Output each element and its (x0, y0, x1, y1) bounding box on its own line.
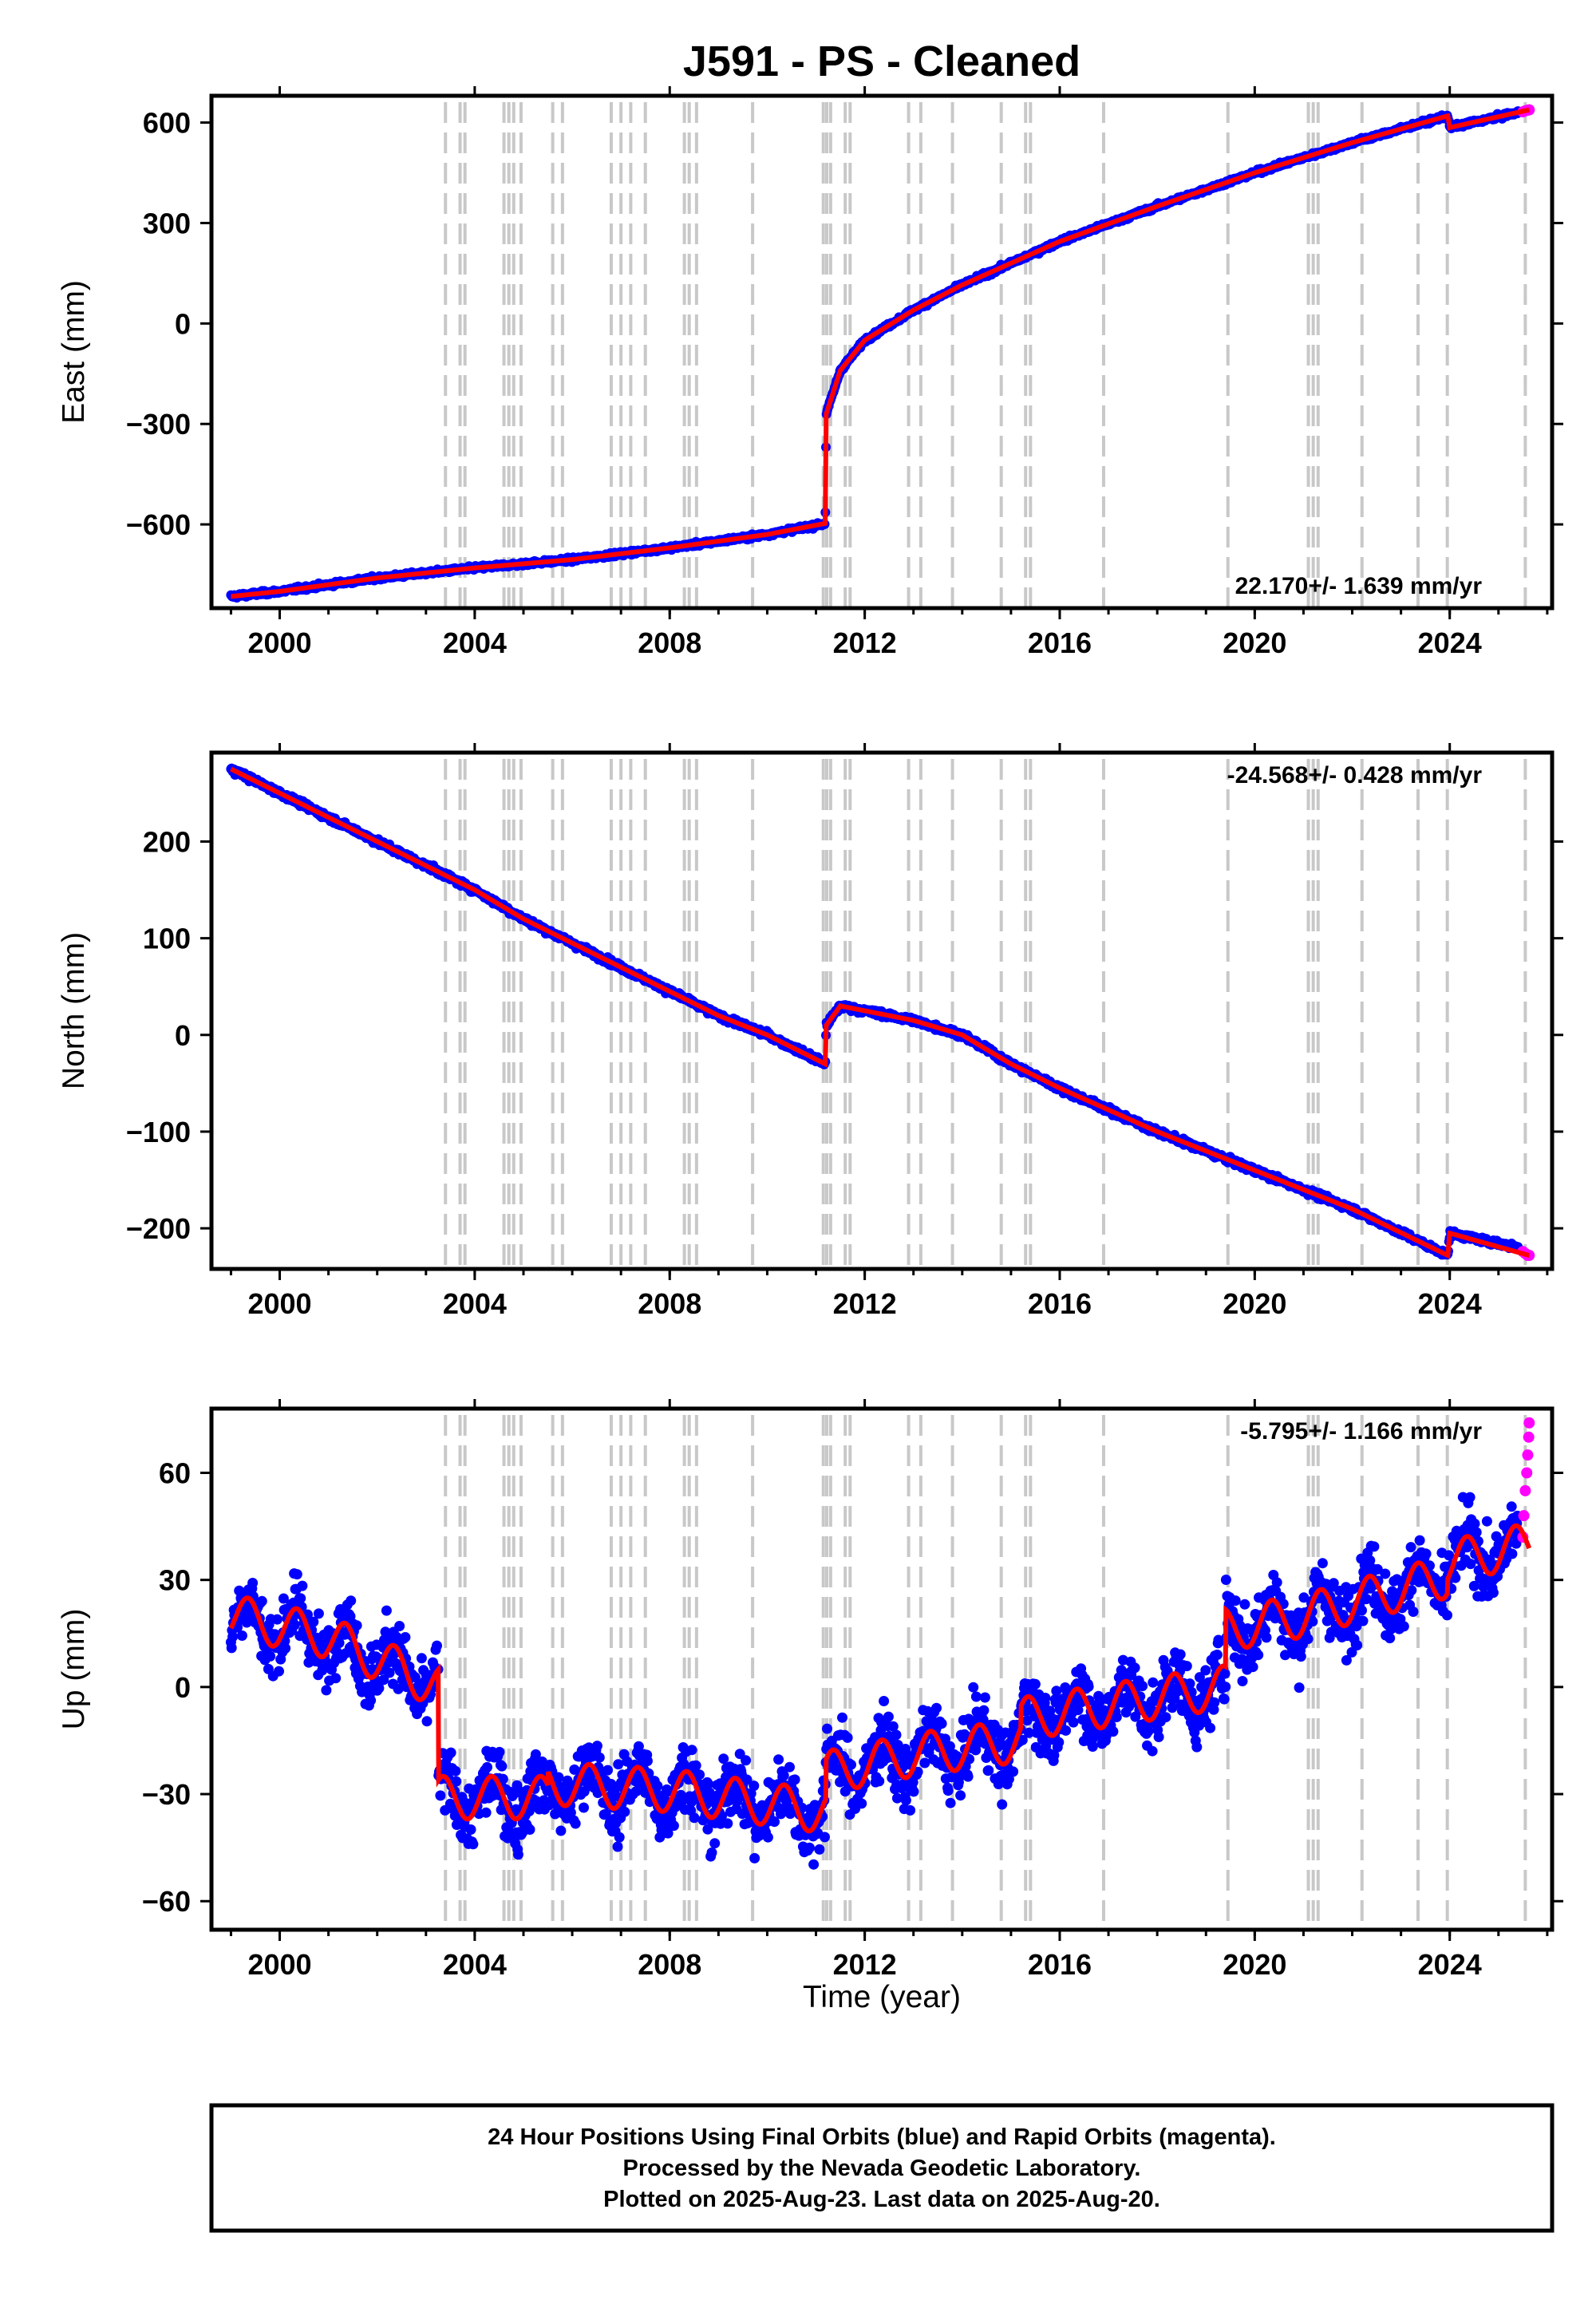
y-tick-label: 100 (143, 923, 191, 955)
final-orbit-point (280, 1642, 291, 1654)
final-orbit-point (313, 1608, 324, 1619)
x-tick-label: 2004 (443, 1287, 507, 1320)
final-orbit-point (271, 1614, 282, 1625)
y-tick-label: 600 (143, 107, 191, 140)
final-orbit-point (394, 1621, 405, 1631)
final-orbit-point (265, 1650, 276, 1662)
figure-title: J591 - PS - Cleaned (683, 38, 1080, 85)
x-tick-label: 2024 (1418, 1287, 1482, 1320)
event-lines (444, 1415, 1527, 1930)
final-orbit-point (381, 1605, 392, 1616)
rate-annotation: 22.170+/- 1.639 mm/yr (1235, 573, 1483, 599)
plot-frame (209, 93, 1555, 611)
final-orbit-point (247, 1578, 259, 1588)
y-tick-label: 300 (143, 207, 191, 239)
y-tick-label: −200 (126, 1212, 191, 1245)
final-orbit-point (351, 1620, 362, 1631)
data-points (226, 104, 1535, 603)
x-tick-label: 2012 (833, 626, 897, 659)
x-tick-label: 2012 (833, 1287, 897, 1320)
final-orbit-point (236, 1630, 247, 1641)
y-tick-label: −600 (126, 508, 191, 541)
final-orbit-point (330, 1673, 342, 1684)
final-orbit-point (416, 1653, 427, 1664)
y-tick-label: 0 (175, 307, 191, 340)
data-points (225, 1417, 1535, 1870)
y-tick-label: −100 (126, 1116, 191, 1148)
model-line (231, 107, 1531, 599)
x-tick-label: 2000 (247, 626, 311, 659)
x-tick-label: 2024 (1418, 626, 1482, 659)
final-orbit-point (289, 1619, 300, 1630)
final-orbit-point (346, 1595, 357, 1607)
x-tick-label: 2008 (638, 1287, 701, 1320)
final-orbit-point (365, 1695, 377, 1706)
x-tick-label: 2020 (1223, 1287, 1286, 1320)
rate-annotation: -24.568+/- 0.428 mm/yr (1227, 762, 1483, 788)
event-lines (444, 759, 1527, 1269)
x-tick-label: 2008 (638, 626, 701, 659)
final-orbit-point (291, 1569, 302, 1580)
x-tick-label: 2000 (247, 1287, 311, 1320)
x-tick-label: 2016 (1028, 1287, 1092, 1320)
y-axis-label: East (mm) (57, 280, 91, 424)
final-orbit-point (226, 1642, 237, 1654)
event-lines (444, 102, 1527, 608)
x-tick-label: 2016 (1028, 626, 1092, 659)
x-tick-label: 2004 (443, 626, 507, 659)
final-orbit-point (256, 1595, 267, 1607)
final-orbit-point (274, 1666, 284, 1677)
final-orbit-point (297, 1580, 308, 1591)
final-orbit-point (400, 1632, 411, 1642)
y-tick-label: 200 (143, 825, 191, 858)
up-panel: 2000 2004 2008 2012 2016 2020 2024−60−3003060U… (57, 1399, 1563, 1981)
east-panel: 2000 2004 2008 2012 2016 2020 2024 −600 −300 0 300… (57, 86, 1563, 659)
y-tick-label: 0 (175, 1019, 191, 1052)
final-orbit-point (227, 1631, 239, 1642)
model-line (230, 766, 1530, 1259)
y-tick-label: −300 (126, 408, 191, 441)
y-axis-label: North (mm) (57, 932, 91, 1089)
north-panel: 2000 2004 2008 2012 2016 2020 2024 −200 −100 0 100… (57, 743, 1563, 1320)
x-tick-label: 2020 (1223, 626, 1286, 659)
final-orbit-point (321, 1685, 332, 1696)
